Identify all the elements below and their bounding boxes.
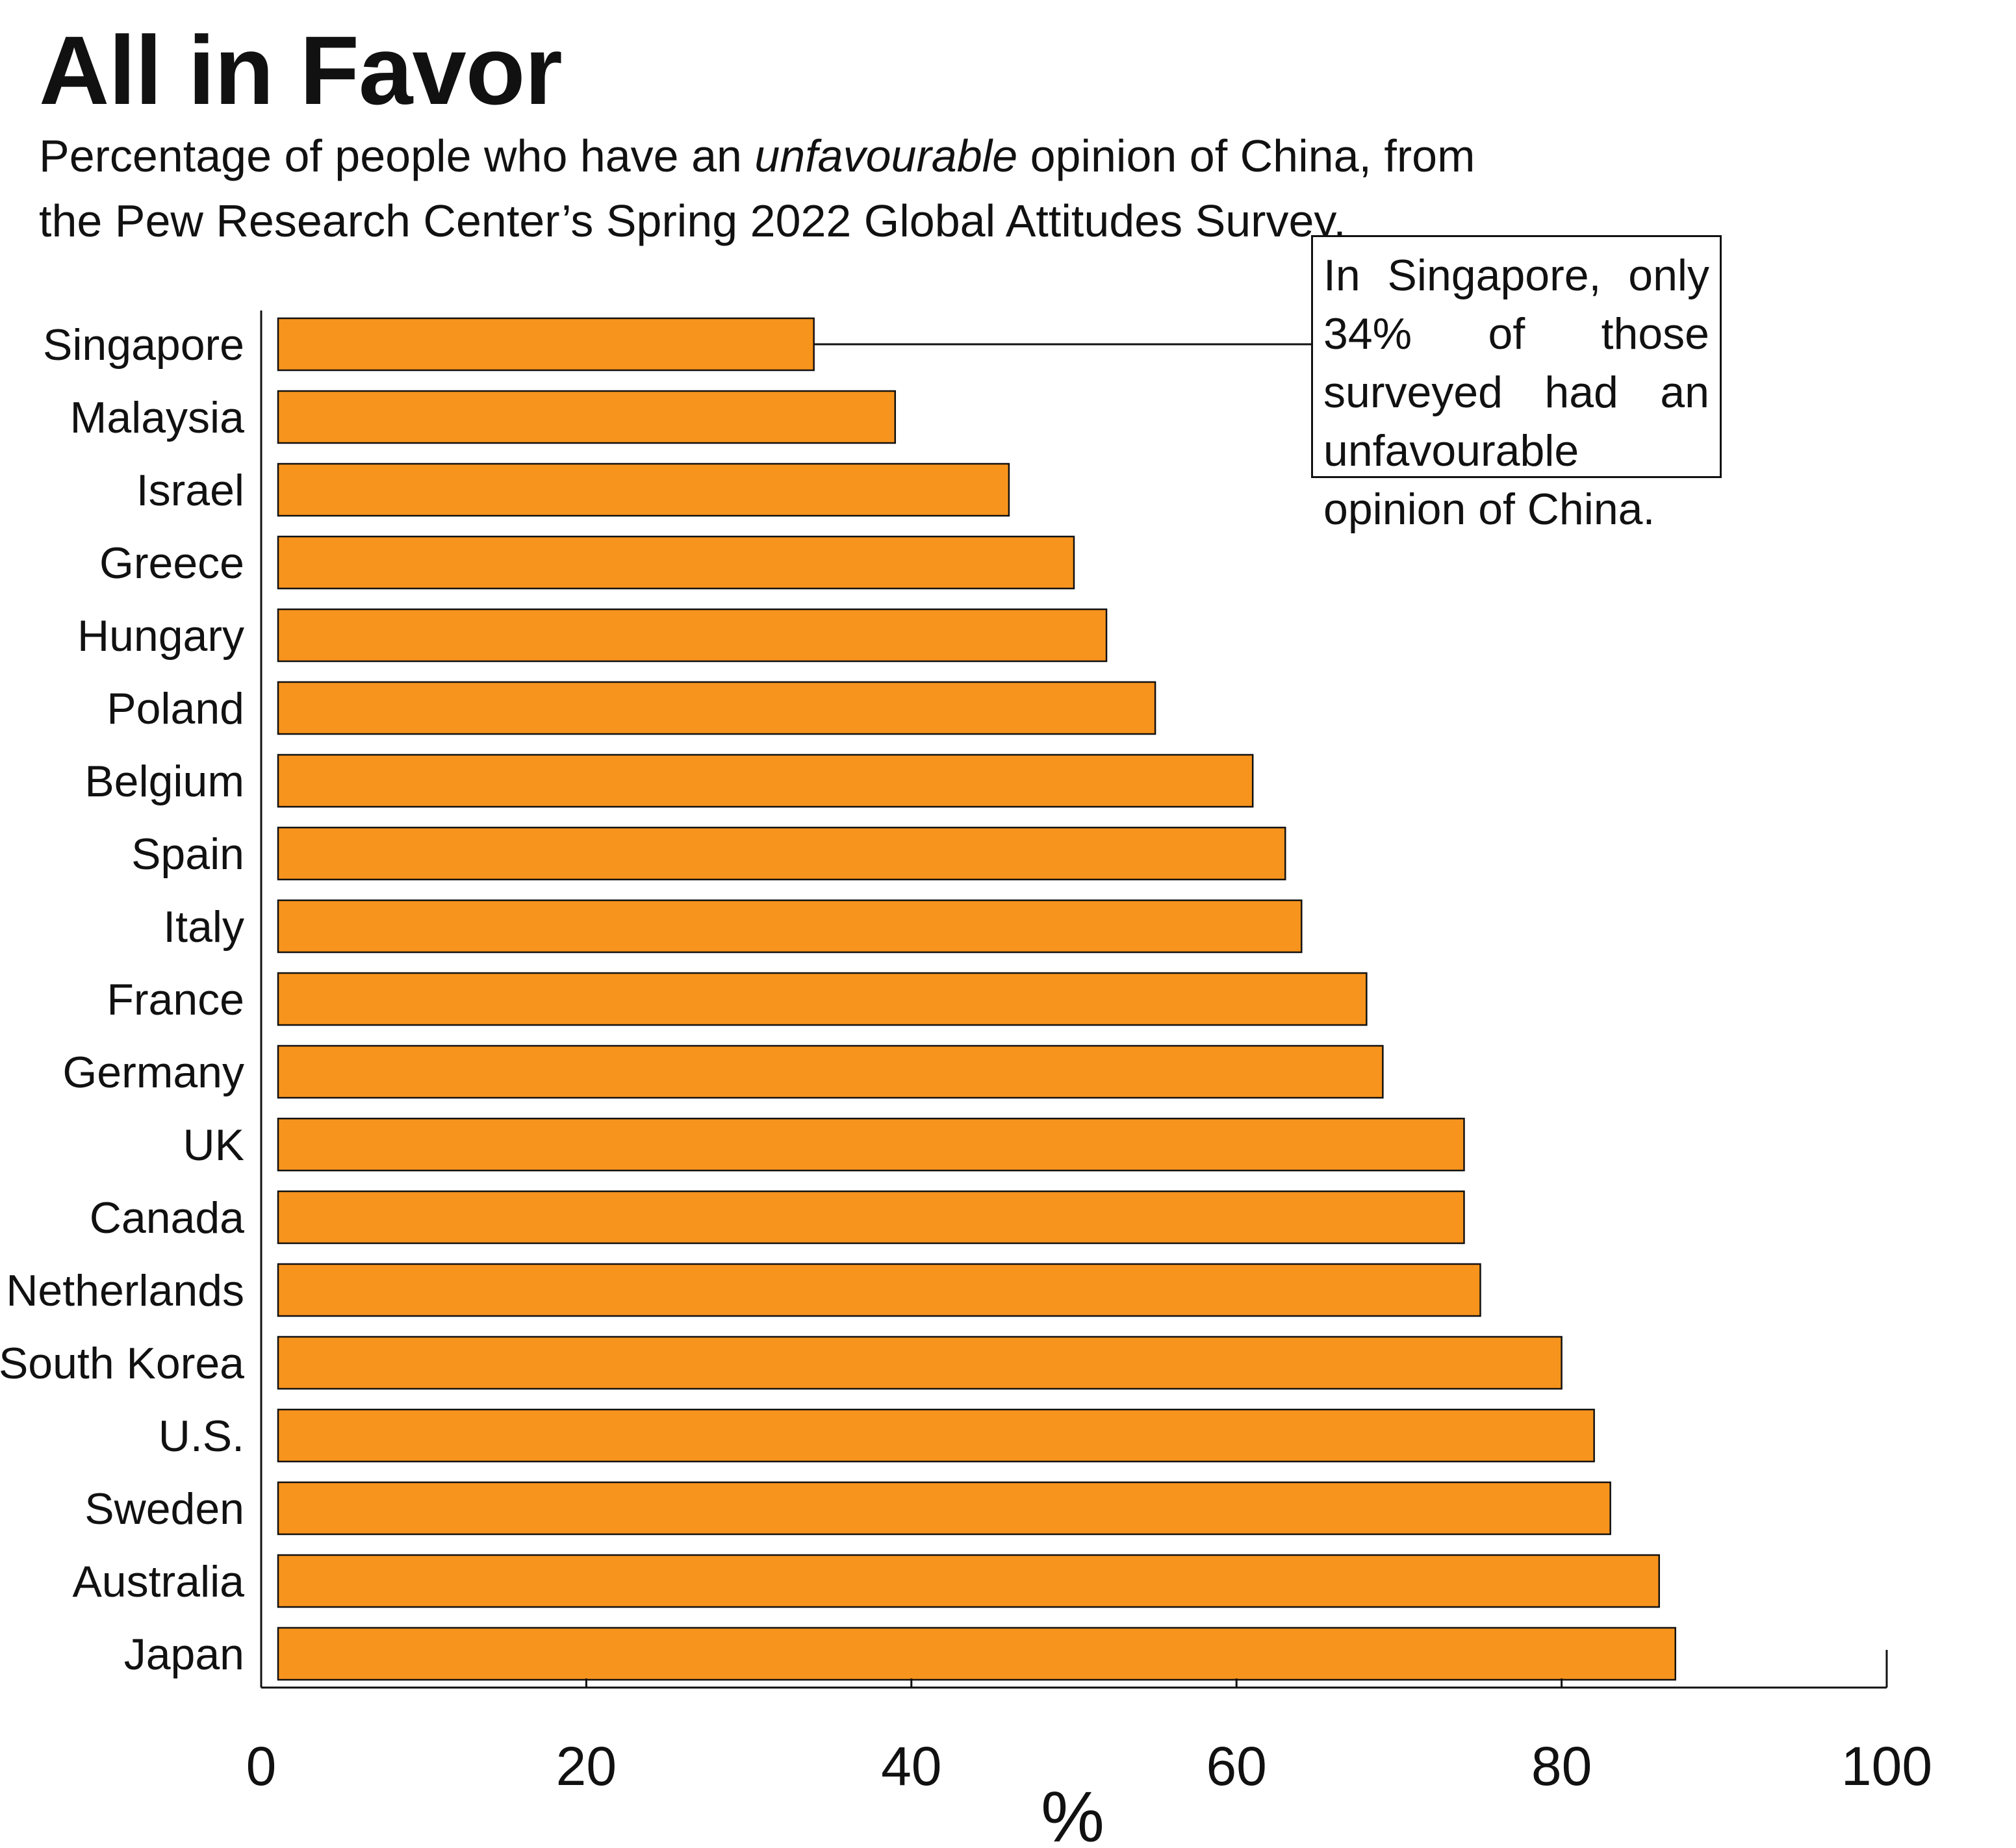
category-label: Greece: [99, 538, 244, 588]
chart-subtitle: Percentage of people who have an unfavou…: [39, 123, 1475, 253]
bar-japan: [277, 1626, 1676, 1681]
category-labels: Singapore Malaysia Israel Greece Hungary Pola…: [0, 320, 244, 1679]
bar-canada: [277, 1190, 1465, 1245]
x-tick-label: 40: [881, 1736, 941, 1797]
category-label: France: [107, 975, 244, 1024]
category-label: Spain: [131, 829, 244, 879]
bar-germany: [277, 1044, 1384, 1099]
bar-italy: [277, 899, 1303, 954]
category-label: Poland: [107, 684, 244, 733]
bar-u-s-: [277, 1408, 1595, 1463]
category-label: Canada: [90, 1193, 244, 1243]
subtitle-text-1: Percentage of people who have an: [39, 131, 755, 181]
category-label: UK: [183, 1120, 244, 1170]
bar-spain: [277, 826, 1286, 881]
bar-france: [277, 972, 1368, 1026]
bars-layer: [277, 317, 1676, 1681]
category-label: Malaysia: [70, 393, 244, 442]
x-tick-label: 80: [1531, 1736, 1592, 1797]
x-axis-title: %: [1041, 1777, 1104, 1848]
bar-singapore: [277, 317, 815, 372]
category-label: South Korea: [0, 1339, 244, 1388]
category-label: Hungary: [77, 611, 244, 661]
bar-malaysia: [277, 390, 897, 444]
bar-hungary: [277, 608, 1108, 663]
x-tick-label: 100: [1841, 1736, 1932, 1797]
bar-south-korea: [277, 1335, 1563, 1390]
bar-uk: [277, 1117, 1465, 1172]
category-label: Italy: [163, 902, 244, 952]
x-tick-label: 60: [1206, 1736, 1266, 1797]
bar-netherlands: [277, 1263, 1481, 1317]
subtitle-line-2: the Pew Research Center’s Spring 2022 Gl…: [39, 196, 1346, 246]
bar-sweden: [277, 1481, 1611, 1536]
x-tick-label: 20: [556, 1736, 617, 1797]
category-label: Singapore: [43, 320, 244, 370]
subtitle-text-2: opinion of China, from: [1017, 131, 1475, 181]
x-axis: 0 20 40 60 80 100: [246, 310, 1932, 1797]
bar-australia: [277, 1554, 1660, 1608]
bar-belgium: [277, 753, 1254, 808]
category-label: Netherlands: [6, 1266, 244, 1315]
category-label: Australia: [72, 1557, 244, 1606]
bar-greece: [277, 535, 1075, 590]
bar-poland: [277, 681, 1156, 735]
chart-title: All in Favor: [39, 16, 563, 125]
x-tick-label: 0: [246, 1736, 277, 1797]
bar-israel: [277, 462, 1010, 517]
subtitle-emphasis: unfavourable: [754, 131, 1018, 181]
category-label: U.S.: [159, 1411, 244, 1461]
category-label: Belgium: [84, 757, 244, 806]
annotation-box: In Singapore, only 34% of those surveyed…: [1311, 235, 1722, 534]
category-label: Sweden: [84, 1484, 244, 1534]
category-label: Japan: [124, 1630, 244, 1679]
category-label: Israel: [136, 466, 244, 515]
category-label: Germany: [62, 1048, 244, 1097]
